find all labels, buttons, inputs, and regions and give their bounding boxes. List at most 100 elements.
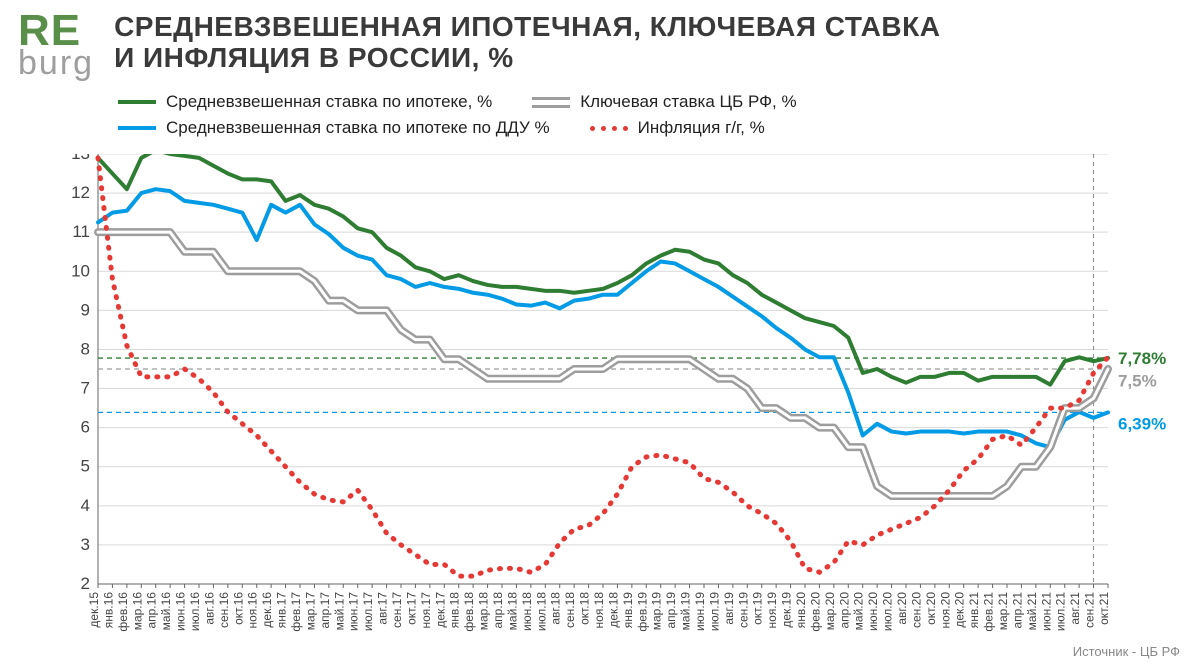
svg-text:фев.20: фев.20	[808, 592, 822, 632]
svg-text:май.17: май.17	[332, 592, 346, 631]
source-text: Источник - ЦБ РФ	[1073, 644, 1180, 659]
legend-label: Средневзвешенная ставка по ипотеке, %	[166, 92, 492, 112]
svg-text:13: 13	[71, 154, 90, 163]
svg-text:фев.16: фев.16	[116, 592, 130, 632]
svg-text:окт.21: окт.21	[1097, 592, 1111, 625]
svg-text:янв.18: янв.18	[448, 592, 462, 629]
svg-text:июл.19: июл.19	[707, 592, 721, 631]
svg-text:янв.16: янв.16	[101, 592, 115, 629]
svg-text:фев.17: фев.17	[289, 592, 303, 632]
svg-text:ноя.19: ноя.19	[765, 592, 779, 629]
svg-text:окт.18: окт.18	[578, 592, 592, 625]
svg-text:мар.20: мар.20	[823, 592, 837, 631]
svg-text:6,39%: 6,39%	[1118, 415, 1166, 434]
svg-text:12: 12	[71, 183, 90, 202]
svg-text:7,78%: 7,78%	[1118, 349, 1166, 368]
svg-text:3: 3	[81, 535, 90, 554]
svg-text:июл.16: июл.16	[188, 592, 202, 631]
chart-plot: 2 3 4 5 6 7 8 9 10 11 12 13 дек.15янв.16фев.16мар.16…	[18, 154, 1182, 654]
svg-text:мар.21: мар.21	[996, 592, 1010, 631]
svg-text:сен.19: сен.19	[736, 592, 750, 628]
svg-text:сен.20: сен.20	[909, 592, 923, 628]
svg-text:дек.17: дек.17	[433, 592, 447, 628]
svg-text:май.19: май.19	[679, 592, 693, 631]
svg-text:мар.18: мар.18	[477, 592, 491, 631]
legend-label: Средневзвешенная ставка по ипотеке по ДД…	[166, 118, 550, 138]
svg-text:дек.19: дек.19	[780, 592, 794, 628]
svg-text:ноя.18: ноя.18	[592, 592, 606, 629]
svg-text:сен.17: сен.17	[390, 592, 404, 628]
svg-text:5: 5	[81, 457, 90, 476]
svg-text:8: 8	[81, 340, 90, 359]
svg-text:окт.17: окт.17	[404, 592, 418, 625]
svg-text:6: 6	[81, 418, 90, 437]
svg-text:авг.16: авг.16	[202, 592, 216, 625]
legend-label: Инфляция г/г, %	[638, 118, 765, 138]
svg-text:июл.18: июл.18	[534, 592, 548, 631]
svg-text:июн.17: июн.17	[347, 592, 361, 631]
svg-text:апр.20: апр.20	[837, 592, 851, 629]
svg-text:авг.20: авг.20	[895, 592, 909, 625]
svg-text:авг.19: авг.19	[722, 592, 736, 625]
legend-label: Ключевая ставка ЦБ РФ, %	[580, 92, 796, 112]
svg-text:июн.21: июн.21	[1039, 592, 1053, 631]
svg-text:янв.21: янв.21	[967, 592, 981, 629]
header: RE burg СРЕДНЕВЗВЕШЕННАЯ ИПОТЕЧНАЯ, КЛЮЧ…	[18, 12, 1182, 78]
chart-container: RE burg СРЕДНЕВЗВЕШЕННАЯ ИПОТЕЧНАЯ, КЛЮЧ…	[0, 0, 1200, 667]
svg-text:июн.20: июн.20	[866, 592, 880, 631]
legend-swatch	[590, 126, 628, 131]
svg-text:янв.17: янв.17	[275, 592, 289, 629]
svg-text:май.20: май.20	[852, 592, 866, 631]
svg-text:сен.21: сен.21	[1083, 592, 1097, 628]
svg-text:окт.19: окт.19	[751, 592, 765, 625]
svg-text:май.18: май.18	[505, 592, 519, 631]
legend-swatch	[118, 126, 156, 130]
logo: RE burg	[18, 12, 94, 78]
svg-text:июл.20: июл.20	[881, 592, 895, 631]
svg-text:ноя.16: ноя.16	[246, 592, 260, 629]
svg-text:10: 10	[71, 262, 90, 281]
svg-text:фев.19: фев.19	[635, 592, 649, 632]
svg-text:дек.18: дек.18	[606, 592, 620, 628]
svg-text:апр.17: апр.17	[318, 592, 332, 629]
svg-text:7,5%: 7,5%	[1118, 372, 1157, 391]
legend-swatch	[118, 100, 156, 104]
svg-text:июн.16: июн.16	[174, 592, 188, 631]
legend-swatch	[532, 97, 570, 108]
svg-text:окт.20: окт.20	[924, 592, 938, 625]
svg-text:авг.21: авг.21	[1068, 592, 1082, 625]
legend-item-ddu: Средневзвешенная ставка по ипотеке по ДД…	[118, 118, 550, 138]
svg-text:авг.18: авг.18	[549, 592, 563, 625]
svg-text:июн.19: июн.19	[693, 592, 707, 631]
svg-text:дек.15: дек.15	[87, 592, 101, 628]
svg-text:ноя.17: ноя.17	[419, 592, 433, 629]
svg-text:июл.21: июл.21	[1054, 592, 1068, 631]
svg-text:дек.20: дек.20	[953, 592, 967, 628]
svg-text:7: 7	[81, 379, 90, 398]
svg-text:июн.18: июн.18	[520, 592, 534, 631]
svg-text:янв.19: янв.19	[621, 592, 635, 629]
svg-text:апр.21: апр.21	[1010, 592, 1024, 629]
legend-item-key: Ключевая ставка ЦБ РФ, %	[532, 92, 796, 112]
svg-text:апр.18: апр.18	[491, 592, 505, 629]
svg-text:фев.18: фев.18	[462, 592, 476, 632]
svg-text:4: 4	[81, 496, 90, 515]
chart-svg: 2 3 4 5 6 7 8 9 10 11 12 13 дек.15янв.16фев.16мар.16…	[18, 154, 1188, 654]
svg-text:июл.17: июл.17	[361, 592, 375, 631]
svg-text:9: 9	[81, 301, 90, 320]
svg-text:май.21: май.21	[1025, 592, 1039, 631]
legend-item-infl: Инфляция г/г, %	[590, 118, 765, 138]
svg-text:авг.17: авг.17	[376, 592, 390, 625]
svg-text:мар.16: мар.16	[130, 592, 144, 631]
svg-text:11: 11	[72, 222, 90, 241]
svg-text:2: 2	[81, 574, 90, 593]
svg-text:янв.20: янв.20	[794, 592, 808, 629]
svg-text:мар.17: мар.17	[303, 592, 317, 631]
logo-line2: burg	[18, 49, 94, 78]
svg-text:фев.21: фев.21	[982, 592, 996, 632]
legend-item-mortgage: Средневзвешенная ставка по ипотеке, %	[118, 92, 492, 112]
svg-text:апр.16: апр.16	[145, 592, 159, 629]
svg-text:сен.18: сен.18	[563, 592, 577, 628]
svg-text:дек.16: дек.16	[260, 592, 274, 628]
svg-text:апр.19: апр.19	[664, 592, 678, 629]
